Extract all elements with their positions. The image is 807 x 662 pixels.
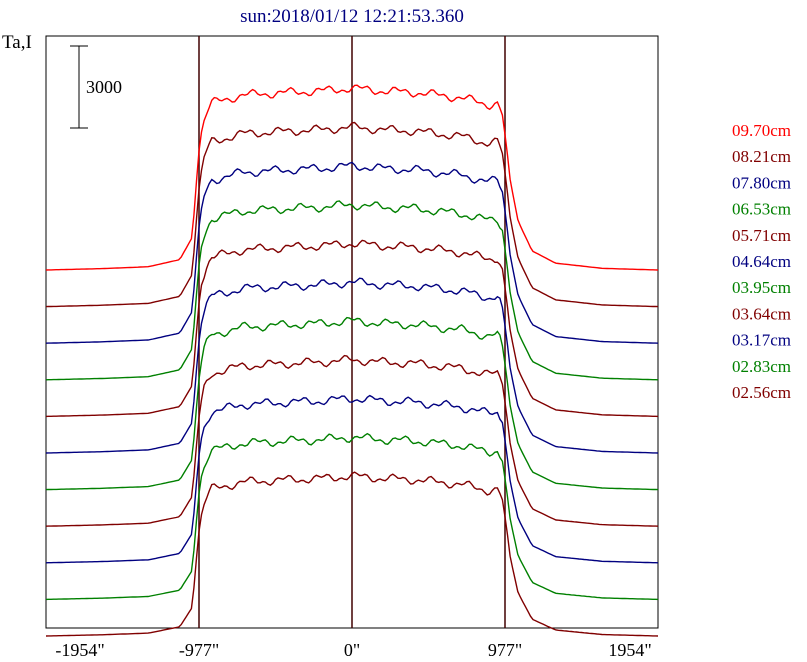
legend-entry: 02.83cm bbox=[732, 357, 791, 376]
legend-entry: 03.95cm bbox=[732, 278, 791, 297]
legend-entry: 03.64cm bbox=[732, 304, 791, 323]
legend-entry: 05.71cm bbox=[732, 226, 791, 245]
x-tick-label: 977" bbox=[488, 640, 522, 660]
reference-lines bbox=[198, 36, 506, 628]
series-group bbox=[45, 84, 659, 637]
x-tick-label: -1954" bbox=[55, 640, 104, 660]
legend-entry: 04.64cm bbox=[732, 252, 791, 271]
x-tick-label: 0" bbox=[344, 640, 360, 660]
series-line-05.71cm bbox=[45, 239, 659, 418]
y-axis-label: Ta,I bbox=[2, 32, 32, 53]
x-tick-label: -977" bbox=[179, 640, 219, 660]
legend: 09.70cm 08.21cm 07.80cm 06.53cm 05.71cm 04.64… bbox=[732, 121, 791, 402]
series-line-07.80cm bbox=[45, 161, 659, 344]
series-line-03.64cm bbox=[45, 354, 659, 527]
series-line-03.95cm bbox=[45, 316, 659, 491]
series-line-08.21cm bbox=[45, 121, 659, 308]
legend-entry: 08.21cm bbox=[732, 147, 791, 166]
legend-entry: 03.17cm bbox=[732, 331, 791, 350]
legend-entry: 07.80cm bbox=[732, 173, 791, 192]
x-tick-label: 1954" bbox=[608, 640, 651, 660]
legend-entry: 06.53cm bbox=[732, 200, 791, 219]
scale-bar-label: 3000 bbox=[86, 77, 122, 97]
series-line-02.83cm bbox=[45, 432, 659, 601]
legend-entry: 09.70cm bbox=[732, 121, 791, 140]
series-line-03.17cm bbox=[45, 394, 659, 564]
series-line-02.56cm bbox=[45, 471, 659, 637]
series-line-09.70cm bbox=[45, 84, 659, 271]
scale-bar: 3000 bbox=[70, 45, 122, 129]
legend-entry: 02.56cm bbox=[732, 383, 791, 402]
x-tick-labels: -1954" -977" 0" 977" 1954" bbox=[55, 640, 651, 660]
chart-title: sun:2018/01/12 12:21:53.360 bbox=[240, 6, 464, 27]
series-line-06.53cm bbox=[45, 200, 659, 381]
series-line-04.64cm bbox=[45, 277, 659, 454]
